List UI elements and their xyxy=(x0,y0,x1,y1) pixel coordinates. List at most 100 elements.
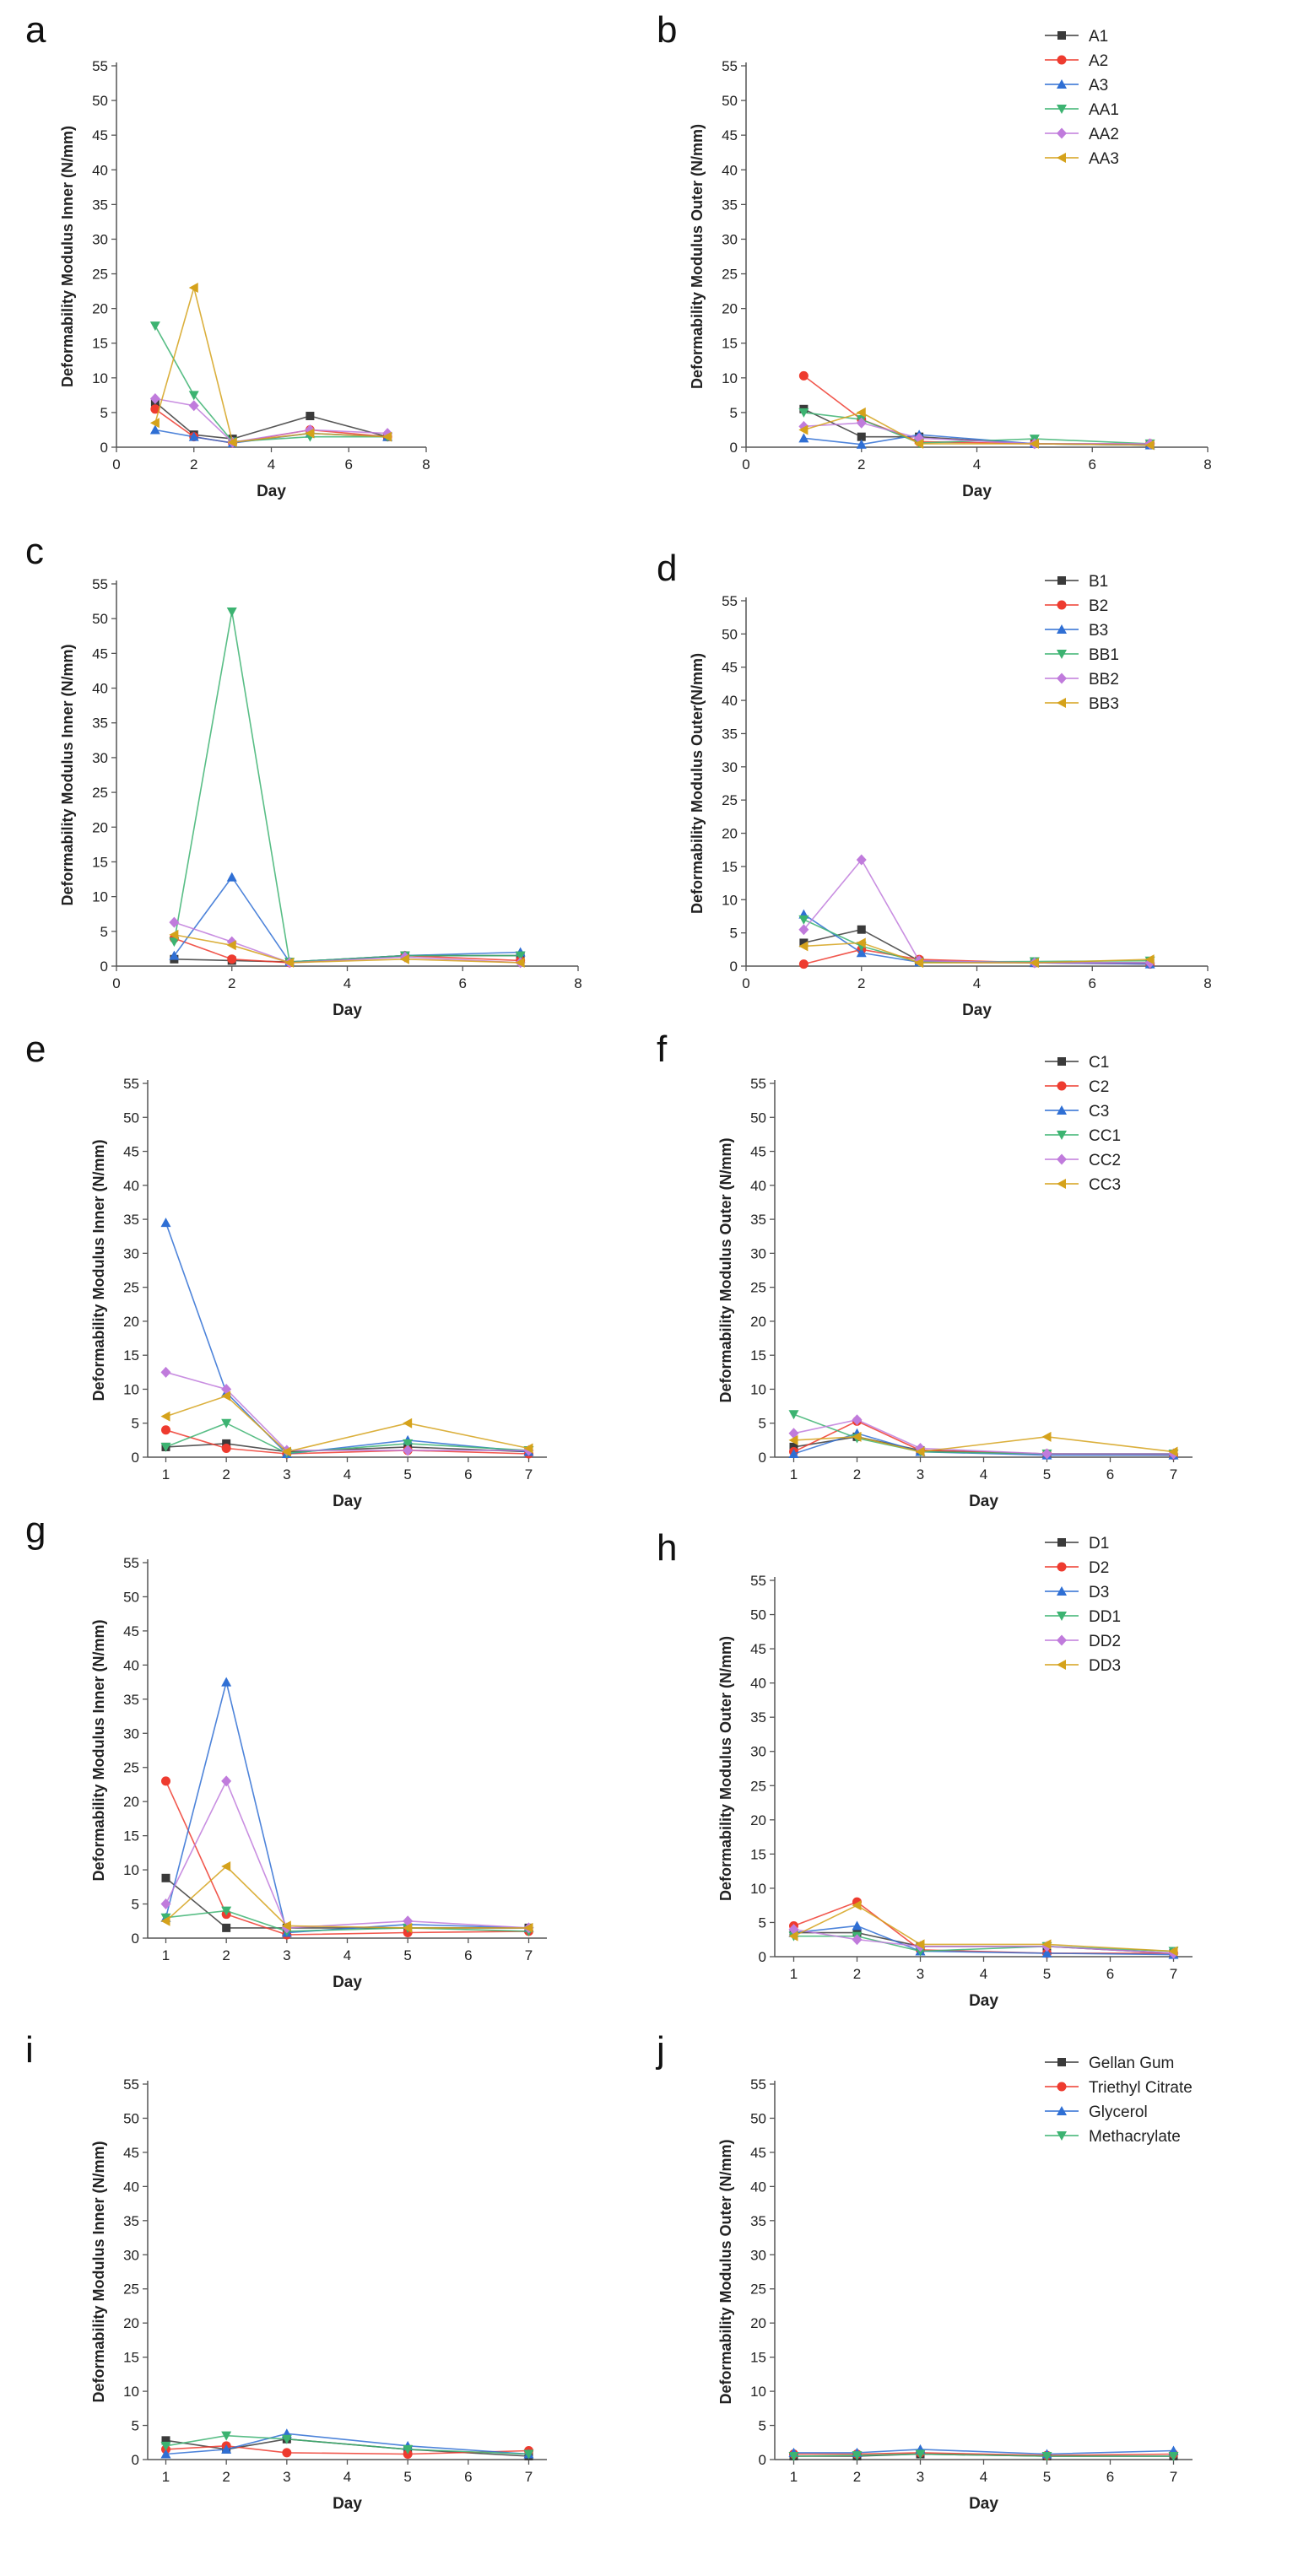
y-tick-label: 5 xyxy=(730,405,738,421)
data-point xyxy=(914,438,924,449)
legend-entry: A2 xyxy=(1089,52,1108,70)
legend-entry: DD3 xyxy=(1089,1657,1121,1675)
series-c3 xyxy=(160,1218,534,1458)
y-tick-label: 55 xyxy=(92,576,108,592)
y-tick-label: 0 xyxy=(100,959,108,975)
panel-label: a xyxy=(25,9,46,51)
y-tick-label: 55 xyxy=(123,1555,139,1571)
legend: B1 B2 B3 BB1 BB2 BB3 xyxy=(1045,573,1119,713)
y-tick-label: 5 xyxy=(100,924,108,940)
y-tick-label: 5 xyxy=(100,405,108,421)
legend-marker xyxy=(1057,698,1066,708)
data-point xyxy=(227,437,237,448)
series-line xyxy=(165,1222,529,1455)
x-tick-label: 4 xyxy=(980,1466,987,1482)
data-point xyxy=(160,1898,171,1910)
x-tick-label: 6 xyxy=(1106,2469,1114,2485)
legend-marker xyxy=(1057,1586,1067,1596)
y-tick-label: 0 xyxy=(132,1931,139,1947)
x-tick-label: 6 xyxy=(1089,456,1096,473)
y-tick-label: 25 xyxy=(750,1280,766,1296)
legend-marker xyxy=(1057,1153,1067,1165)
series-line xyxy=(173,876,521,963)
data-point xyxy=(160,1915,170,1926)
x-tick-label: 7 xyxy=(525,2469,533,2485)
x-tick-label: 1 xyxy=(790,2469,798,2485)
legend-marker xyxy=(1057,1538,1066,1547)
panel-label: h xyxy=(657,1527,677,1569)
series-line xyxy=(165,1865,529,1929)
x-axis-title: Day xyxy=(969,1493,998,1510)
y-tick-label: 25 xyxy=(123,1760,139,1776)
legend-entry: BB2 xyxy=(1089,671,1119,689)
series-line xyxy=(803,942,1150,964)
legend: A1 A2 A3 AA1 AA2 AA3 xyxy=(1045,28,1119,168)
series-line xyxy=(803,928,1150,964)
x-axis-title: Day xyxy=(257,483,286,500)
series-bb3 xyxy=(169,929,525,968)
y-axis-title: Deformability Modulus Inner (N/mm) xyxy=(90,1139,107,1401)
y-tick-label: 15 xyxy=(123,1347,139,1364)
data-point xyxy=(1168,1946,1178,1957)
x-tick-label: 4 xyxy=(973,456,981,473)
y-tick-label: 20 xyxy=(123,1314,139,1330)
data-point xyxy=(281,1446,291,1457)
y-axis-title: Deformability Modulus Outer (N/mm) xyxy=(717,1636,734,1901)
legend-entry: A1 xyxy=(1089,28,1108,46)
data-point xyxy=(1168,2451,1179,2461)
data-point xyxy=(798,915,809,925)
y-tick-label: 15 xyxy=(722,859,738,875)
y-tick-label: 5 xyxy=(759,2418,766,2434)
y-tick-label: 5 xyxy=(132,1897,139,1913)
x-tick-label: 5 xyxy=(403,2469,411,2485)
y-tick-label: 30 xyxy=(750,2247,766,2263)
y-tick-label: 40 xyxy=(722,693,738,709)
y-tick-label: 50 xyxy=(722,93,738,109)
y-tick-label: 0 xyxy=(132,2452,139,2468)
y-tick-label: 20 xyxy=(123,2315,139,2331)
y-tick-label: 0 xyxy=(759,2452,766,2468)
y-tick-label: 5 xyxy=(759,1914,766,1931)
y-tick-label: 10 xyxy=(750,1881,766,1897)
data-point xyxy=(515,951,526,961)
panel-label: e xyxy=(25,1029,46,1070)
x-tick-label: 2 xyxy=(853,1966,861,1982)
x-tick-label: 2 xyxy=(222,2469,230,2485)
y-tick-label: 45 xyxy=(750,2145,766,2161)
x-axis-title: Day xyxy=(333,2495,362,2513)
data-point xyxy=(188,391,199,401)
y-tick-label: 0 xyxy=(132,1450,139,1466)
legend-entry: AA2 xyxy=(1089,126,1119,143)
data-point xyxy=(798,941,809,952)
x-axis-title: Day xyxy=(333,1002,362,1019)
chart-panel-c: c 0 5 10 15 20 25 30 35 40 45 50 55 0 2 4 6 8 Day Deformabi… xyxy=(25,531,582,1019)
data-point xyxy=(281,2434,292,2444)
data-point xyxy=(403,1418,413,1428)
y-tick-label: 5 xyxy=(132,1416,139,1432)
data-point xyxy=(798,924,809,936)
y-tick-label: 50 xyxy=(123,2110,139,2126)
legend-marker xyxy=(1057,1179,1066,1189)
series-c2 xyxy=(161,1425,533,1459)
y-tick-label: 10 xyxy=(750,2384,766,2400)
data-point xyxy=(221,2431,232,2441)
y-tick-label: 40 xyxy=(92,681,108,697)
series-line xyxy=(803,913,1150,965)
x-tick-label: 7 xyxy=(525,1947,533,1963)
y-tick-label: 5 xyxy=(132,2418,139,2434)
data-point xyxy=(382,431,392,442)
series-line xyxy=(803,919,1150,964)
data-point xyxy=(798,424,809,435)
x-tick-label: 0 xyxy=(112,975,120,991)
x-axis-title: Day xyxy=(969,2495,998,2513)
data-point xyxy=(1029,958,1039,969)
data-point xyxy=(284,957,295,968)
data-point xyxy=(856,937,866,948)
data-point xyxy=(799,938,809,948)
x-axis-title: Day xyxy=(962,1002,992,1019)
data-point xyxy=(798,370,809,381)
data-point xyxy=(188,400,199,412)
legend-marker xyxy=(1057,1634,1067,1646)
